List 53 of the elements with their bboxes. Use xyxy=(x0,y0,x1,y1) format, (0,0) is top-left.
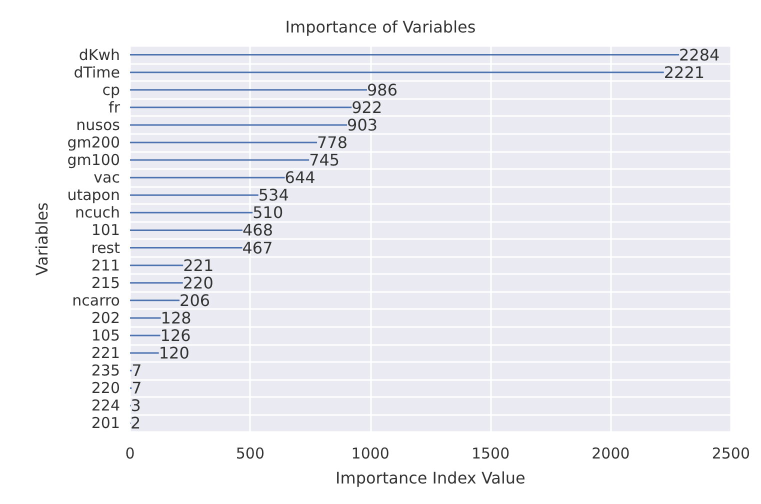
data-label: 467 xyxy=(242,238,273,258)
y-tick-label: dKwh xyxy=(78,46,120,64)
data-label: 510 xyxy=(252,203,284,222)
y-tick-label: 202 xyxy=(91,308,120,327)
x-tick-label: 0 xyxy=(125,444,135,462)
x-axis-title: Importance Index Value xyxy=(336,468,526,488)
y-tick-label: 101 xyxy=(91,221,120,240)
y-tick-label: 221 xyxy=(91,344,120,362)
data-label: 220 xyxy=(182,273,214,292)
data-label: 745 xyxy=(309,150,340,170)
y-tick-label: vac xyxy=(94,168,120,187)
y-tick-label: 211 xyxy=(91,256,120,274)
y-tick-label: 215 xyxy=(91,274,120,292)
x-tick-label: 2500 xyxy=(712,444,750,462)
y-tick-label: 105 xyxy=(91,326,120,344)
data-label: 2284 xyxy=(678,45,720,64)
data-label: 2 xyxy=(130,414,141,433)
data-label: 221 xyxy=(183,256,214,275)
y-tick-label: 224 xyxy=(91,396,120,415)
y-tick-label: fr xyxy=(108,98,121,116)
y-tick-label: gm200 xyxy=(67,134,120,152)
y-tick-label: 201 xyxy=(91,414,120,432)
data-label: 922 xyxy=(352,98,382,117)
chart-title: Importance of Variables xyxy=(285,18,476,36)
y-tick-label: utapon xyxy=(67,186,120,204)
y-tick-label: rest xyxy=(91,238,120,257)
data-label: 534 xyxy=(258,186,289,205)
y-tick-label: gm100 xyxy=(67,151,120,170)
data-label: 3 xyxy=(130,396,141,416)
x-tick-label: 500 xyxy=(236,444,265,462)
data-label: 7 xyxy=(132,361,142,380)
y-tick-label: 220 xyxy=(91,379,120,398)
data-label: 126 xyxy=(160,326,191,345)
data-label: 120 xyxy=(158,344,190,363)
data-label: 778 xyxy=(317,133,348,152)
data-label: 903 xyxy=(347,115,378,134)
x-tick-label: 2000 xyxy=(592,444,630,462)
y-tick-label: cp xyxy=(102,80,120,99)
data-label: 2221 xyxy=(664,62,705,82)
x-tick-label: 1500 xyxy=(471,444,510,462)
y-axis-title: Variables xyxy=(32,202,52,276)
x-tick-label: 1000 xyxy=(351,444,390,462)
y-tick-label: nusos xyxy=(76,116,120,134)
data-label: 644 xyxy=(284,168,316,188)
y-tick-label: ncuch xyxy=(74,204,120,222)
y-tick-label: 235 xyxy=(91,362,120,380)
y-tick-label: dTime xyxy=(74,63,120,82)
data-label: 128 xyxy=(160,308,192,328)
data-label: 468 xyxy=(242,220,274,240)
data-label: 986 xyxy=(367,80,398,100)
y-tick-label: ncarro xyxy=(72,291,120,310)
data-label: 206 xyxy=(180,290,210,310)
data-label: 7 xyxy=(132,378,142,398)
